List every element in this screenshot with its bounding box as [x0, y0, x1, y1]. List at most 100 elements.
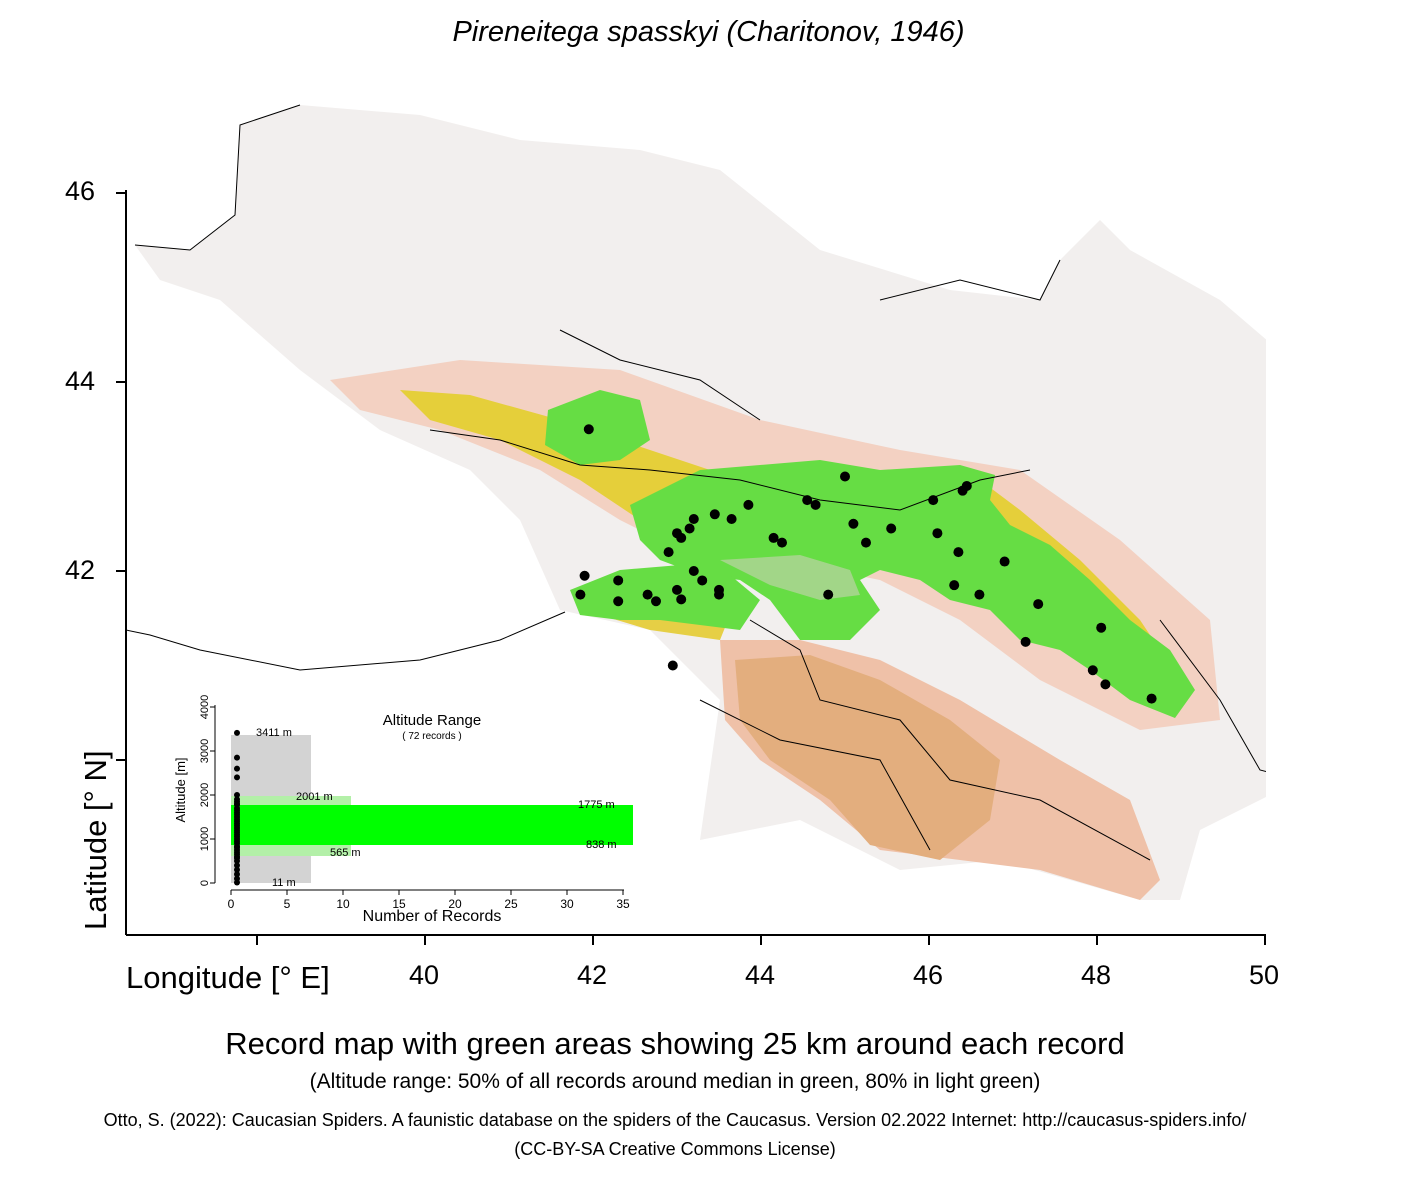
- record-points: [575, 424, 1157, 704]
- inset-title: Altitude Range: [383, 712, 481, 729]
- record-point: [684, 523, 695, 534]
- record-point: [1096, 622, 1107, 633]
- inset-label-p50-low: 838 m: [586, 839, 617, 851]
- record-point: [676, 532, 687, 543]
- inset-x-tick-label: 25: [504, 897, 518, 911]
- inset-x-tick-label: 15: [392, 897, 406, 911]
- record-point: [651, 596, 661, 607]
- record-point: [743, 499, 754, 510]
- record-point: [928, 495, 939, 506]
- record-point: [1087, 665, 1098, 676]
- inset-subtitle: ( 72 records ): [402, 731, 461, 742]
- inset-y-tick-label: 3000: [199, 739, 211, 763]
- record-point: [697, 575, 708, 586]
- inset-x-tick-label: 20: [448, 897, 462, 911]
- record-point: [575, 589, 586, 600]
- borders: [126, 104, 1266, 861]
- record-point: [932, 528, 943, 539]
- record-point: [1033, 599, 1044, 610]
- inset-record-dot: [234, 858, 240, 864]
- inset-record-dot: [234, 791, 240, 798]
- x-tick-label-40: 40: [409, 960, 440, 990]
- inset-50-range: [231, 805, 633, 845]
- record-point: [714, 584, 724, 595]
- inset-label-p80-high: 2001 m: [296, 791, 333, 803]
- record-point: [688, 514, 699, 525]
- x-tick-label-50: 50: [1249, 960, 1280, 990]
- y-tick-label-46: 46: [65, 176, 96, 206]
- buffer-area-north: [545, 390, 650, 465]
- record-point: [777, 537, 787, 548]
- inset-record-dot: [234, 754, 240, 761]
- inset-y-tick-label: 2000: [199, 783, 211, 807]
- record-point: [999, 556, 1010, 567]
- map-caption: Record map with green areas showing 25 k…: [225, 1026, 1125, 1061]
- record-point: [1146, 693, 1157, 704]
- record-point: [848, 518, 859, 529]
- x-ticks: [256, 935, 1266, 945]
- inset-label-p80-low: 565 m: [330, 847, 361, 859]
- inset-record-dot: [234, 862, 240, 869]
- y-ticks: [116, 192, 126, 761]
- map-axes: [125, 190, 1266, 936]
- record-point: [709, 509, 720, 520]
- record-point: [949, 580, 960, 591]
- inset-label-p50-high: 1775 m: [578, 799, 615, 811]
- record-point: [579, 570, 590, 581]
- record-point: [810, 499, 821, 510]
- record-point: [688, 566, 699, 576]
- citation: Otto, S. (2022): Caucasian Spiders. A fa…: [103, 1110, 1247, 1130]
- record-point: [823, 589, 834, 600]
- record-point: [886, 523, 897, 534]
- record-point: [840, 471, 850, 482]
- inset-y-tick-label: 0: [199, 880, 211, 886]
- inset-record-dot: [234, 729, 240, 736]
- inset-label-max: 3411 m: [256, 727, 292, 739]
- record-point: [768, 532, 779, 543]
- altitude-inset: 0 1000 2000 3000 4000 0 5 10 15 20 25 30 35 Altitud…: [173, 695, 633, 925]
- inset-label-min: 11 m: [272, 877, 296, 889]
- record-point: [1100, 679, 1111, 690]
- inset-x-ticks: 0 5 10 15 20 25 30 35: [228, 890, 630, 911]
- record-point: [676, 594, 687, 605]
- record-point: [667, 660, 678, 671]
- record-point: [613, 575, 624, 586]
- record-point: [802, 495, 813, 506]
- inset-x-tick-label: 35: [616, 897, 630, 911]
- record-point: [663, 547, 674, 558]
- inset-record-dot: [234, 871, 240, 878]
- record-point: [1020, 636, 1031, 647]
- record-point: [613, 596, 624, 607]
- x-tick-label-42: 42: [577, 960, 608, 990]
- inset-record-dot: [234, 774, 240, 781]
- record-point: [583, 424, 594, 435]
- inset-x-tick-label: 5: [284, 897, 291, 911]
- inset-xlabel: Number of Records: [363, 908, 502, 925]
- record-point: [974, 589, 985, 600]
- record-point: [961, 480, 972, 491]
- relief-yellow: [400, 390, 1180, 710]
- inset-y-tick-label: 1000: [199, 827, 211, 851]
- map-subcaption: (Altitude range: 50% of all records arou…: [309, 1070, 1041, 1093]
- y-tick-label-42: 42: [65, 555, 96, 585]
- buffer-area-main: [630, 460, 1195, 718]
- license-note: (CC-BY-SA Creative Commons License): [514, 1139, 836, 1159]
- x-tick-label-48: 48: [1081, 960, 1112, 990]
- y-axis-label: Latitude [° N]: [78, 750, 113, 930]
- inset-record-dot: [234, 879, 240, 886]
- inset-record-dot: [234, 866, 240, 873]
- inset-x-tick-label: 10: [336, 897, 350, 911]
- map-background: [126, 104, 1266, 900]
- inset-y-tick-label: 4000: [199, 695, 211, 719]
- y-tick-label-44: 44: [65, 366, 96, 396]
- x-tick-label-44: 44: [745, 960, 776, 990]
- x-tick-label-46: 46: [913, 960, 944, 990]
- record-point: [672, 584, 682, 595]
- inset-ylabel: Altitude [m]: [173, 757, 188, 822]
- record-point: [642, 589, 653, 600]
- inset-record-dots: [234, 729, 240, 886]
- record-point: [726, 514, 737, 525]
- record-point: [953, 547, 964, 558]
- inset-record-dot: [234, 765, 240, 772]
